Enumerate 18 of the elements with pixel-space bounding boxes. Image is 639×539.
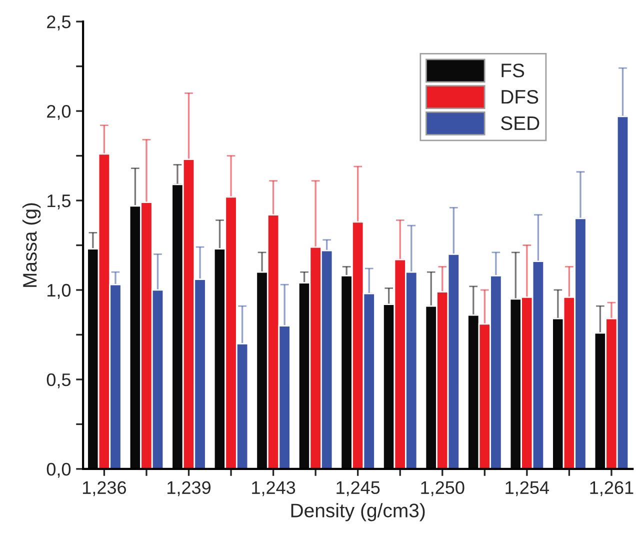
x-tick-label: 1,254: [506, 481, 549, 496]
x-tick-label: 1,261: [590, 481, 634, 496]
y-axis-title: Massa (g): [22, 203, 41, 287]
x-tick-label: 1,239: [168, 481, 210, 496]
y-tick-label: 2,0: [47, 104, 71, 120]
x-tick-label: 1,250: [421, 481, 464, 496]
x-axis-title: Density (g/cm3): [291, 503, 425, 522]
legend-label: FS: [502, 64, 524, 78]
x-tick-label: 1,236: [82, 481, 126, 496]
y-tick-label: 1,0: [48, 284, 71, 299]
x-tick-label: 1,245: [336, 481, 380, 496]
y-tick-label: 0,0: [46, 462, 71, 478]
y-tick-label: 1,5: [48, 194, 71, 210]
y-tick-label: 0,5: [46, 373, 71, 388]
legend-label: SED: [501, 116, 540, 130]
x-tick-label: 1,243: [252, 481, 296, 496]
y-tick-label: 2,5: [47, 15, 71, 30]
legend-label: DFS: [502, 90, 538, 104]
